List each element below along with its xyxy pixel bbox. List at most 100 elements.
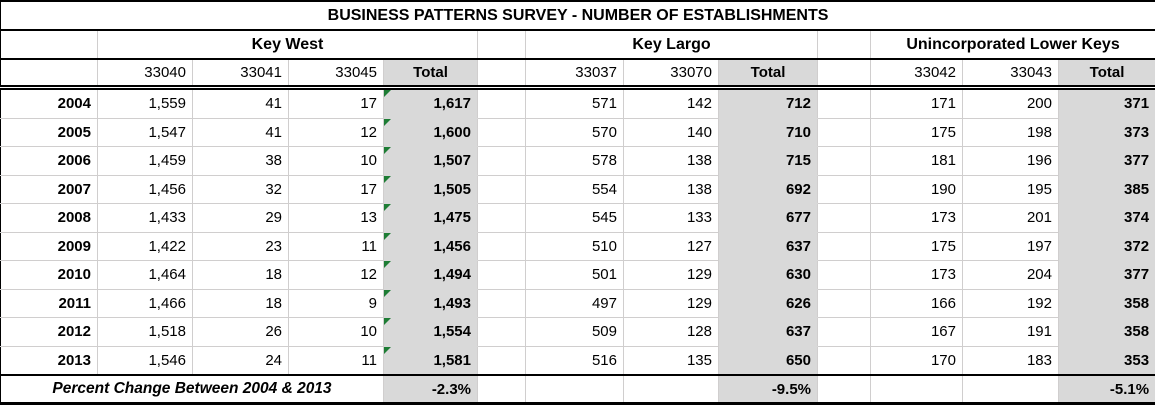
cell-total-key-west[interactable]: 1,554 <box>383 317 478 347</box>
cell-value-33045[interactable]: 9 <box>288 289 384 318</box>
cell-value-33070[interactable]: 133 <box>623 203 719 233</box>
cell-value-33043[interactable]: 201 <box>962 203 1059 233</box>
cell-value-33042[interactable]: 190 <box>870 175 963 204</box>
cell-value-33041[interactable]: 18 <box>192 289 289 318</box>
cell-total-key-west[interactable]: 1,494 <box>383 260 478 290</box>
region-header-key-largo[interactable]: Key Largo <box>525 30 818 60</box>
cell-value-33040[interactable]: 1,464 <box>97 260 193 290</box>
percent-change-key-west[interactable]: -2.3% <box>383 374 478 404</box>
cell-spacer[interactable] <box>477 30 526 60</box>
cell-value-33043[interactable]: 191 <box>962 317 1059 347</box>
cell-value-33045[interactable]: 10 <box>288 146 384 176</box>
cell-value-33042[interactable]: 171 <box>870 87 963 119</box>
cell-value-33070[interactable]: 128 <box>623 317 719 347</box>
cell-empty[interactable] <box>623 374 719 404</box>
cell-value-33042[interactable]: 170 <box>870 346 963 376</box>
cell-year[interactable]: 2013 <box>0 346 98 376</box>
cell-value-33043[interactable]: 200 <box>962 87 1059 119</box>
cell-value-33045[interactable]: 12 <box>288 260 384 290</box>
cell-spacer[interactable] <box>817 175 871 204</box>
cell-total-lower-keys[interactable]: 385 <box>1058 175 1155 204</box>
cell-value-33042[interactable]: 167 <box>870 317 963 347</box>
cell-year[interactable]: 2006 <box>0 146 98 176</box>
cell-total-key-largo[interactable]: 637 <box>718 317 818 347</box>
region-header-lower-keys[interactable]: Unincorporated Lower Keys <box>870 30 1155 60</box>
total-header-key-west[interactable]: Total <box>383 59 478 90</box>
cell-total-key-largo[interactable]: 692 <box>718 175 818 204</box>
cell-value-33037[interactable]: 510 <box>525 232 624 261</box>
cell-value-33043[interactable]: 204 <box>962 260 1059 290</box>
cell-value-33043[interactable]: 196 <box>962 146 1059 176</box>
zip-header-33041[interactable]: 33041 <box>192 59 289 90</box>
zip-header-33037[interactable]: 33037 <box>525 59 624 90</box>
cell-total-key-west[interactable]: 1,600 <box>383 118 478 147</box>
cell-spacer[interactable] <box>817 203 871 233</box>
cell-spacer[interactable] <box>477 317 526 347</box>
cell-value-33043[interactable]: 197 <box>962 232 1059 261</box>
cell-year[interactable]: 2011 <box>0 289 98 318</box>
cell-spacer[interactable] <box>817 232 871 261</box>
cell-total-lower-keys[interactable]: 371 <box>1058 87 1155 119</box>
cell-value-33037[interactable]: 554 <box>525 175 624 204</box>
cell-spacer[interactable] <box>817 260 871 290</box>
cell-value-33037[interactable]: 501 <box>525 260 624 290</box>
cell-total-lower-keys[interactable]: 373 <box>1058 118 1155 147</box>
cell-spacer[interactable] <box>817 374 871 404</box>
cell-total-lower-keys[interactable]: 353 <box>1058 346 1155 376</box>
cell-value-33041[interactable]: 26 <box>192 317 289 347</box>
zip-header-33042[interactable]: 33042 <box>870 59 963 90</box>
cell-year[interactable]: 2007 <box>0 175 98 204</box>
cell-value-33042[interactable]: 173 <box>870 260 963 290</box>
cell-total-key-largo[interactable]: 712 <box>718 87 818 119</box>
cell-value-33040[interactable]: 1,559 <box>97 87 193 119</box>
cell-value-33070[interactable]: 138 <box>623 175 719 204</box>
cell-value-33042[interactable]: 166 <box>870 289 963 318</box>
cell-value-33045[interactable]: 12 <box>288 118 384 147</box>
cell-total-key-largo[interactable]: 650 <box>718 346 818 376</box>
cell-value-33045[interactable]: 17 <box>288 87 384 119</box>
cell-total-lower-keys[interactable]: 372 <box>1058 232 1155 261</box>
cell-value-33042[interactable]: 173 <box>870 203 963 233</box>
zip-header-33070[interactable]: 33070 <box>623 59 719 90</box>
cell-value-33037[interactable]: 509 <box>525 317 624 347</box>
cell-value-33040[interactable]: 1,466 <box>97 289 193 318</box>
cell-value-33043[interactable]: 195 <box>962 175 1059 204</box>
cell-value-33070[interactable]: 127 <box>623 232 719 261</box>
cell-spacer[interactable] <box>477 260 526 290</box>
cell-empty[interactable] <box>870 374 963 404</box>
total-header-key-largo[interactable]: Total <box>718 59 818 90</box>
cell-spacer[interactable] <box>477 59 526 90</box>
cell-value-33037[interactable]: 497 <box>525 289 624 318</box>
cell-value-33043[interactable]: 198 <box>962 118 1059 147</box>
cell-total-key-largo[interactable]: 626 <box>718 289 818 318</box>
cell-total-lower-keys[interactable]: 377 <box>1058 260 1155 290</box>
cell-value-33045[interactable]: 10 <box>288 317 384 347</box>
cell-spacer[interactable] <box>477 289 526 318</box>
cell-value-33070[interactable]: 138 <box>623 146 719 176</box>
total-header-lower-keys[interactable]: Total <box>1058 59 1155 90</box>
cell-value-33045[interactable]: 11 <box>288 232 384 261</box>
cell-spacer[interactable] <box>817 59 871 90</box>
cell-value-33040[interactable]: 1,459 <box>97 146 193 176</box>
cell-year[interactable]: 2004 <box>0 87 98 119</box>
cell-total-key-west[interactable]: 1,507 <box>383 146 478 176</box>
zip-header-33045[interactable]: 33045 <box>288 59 384 90</box>
cell-total-lower-keys[interactable]: 358 <box>1058 317 1155 347</box>
cell-spacer[interactable] <box>477 118 526 147</box>
cell-spacer[interactable] <box>817 30 871 60</box>
cell-total-lower-keys[interactable]: 377 <box>1058 146 1155 176</box>
cell-value-33040[interactable]: 1,433 <box>97 203 193 233</box>
cell-year[interactable]: 2009 <box>0 232 98 261</box>
cell-value-33040[interactable]: 1,546 <box>97 346 193 376</box>
cell-value-33041[interactable]: 41 <box>192 87 289 119</box>
cell-value-33037[interactable]: 545 <box>525 203 624 233</box>
cell-spacer[interactable] <box>817 146 871 176</box>
cell-spacer[interactable] <box>477 146 526 176</box>
cell-total-key-largo[interactable]: 710 <box>718 118 818 147</box>
cell-value-33041[interactable]: 38 <box>192 146 289 176</box>
cell-total-key-largo[interactable]: 715 <box>718 146 818 176</box>
cell-spacer[interactable] <box>477 232 526 261</box>
cell-empty[interactable] <box>525 374 624 404</box>
cell-spacer[interactable] <box>477 175 526 204</box>
cell-value-33070[interactable]: 135 <box>623 346 719 376</box>
